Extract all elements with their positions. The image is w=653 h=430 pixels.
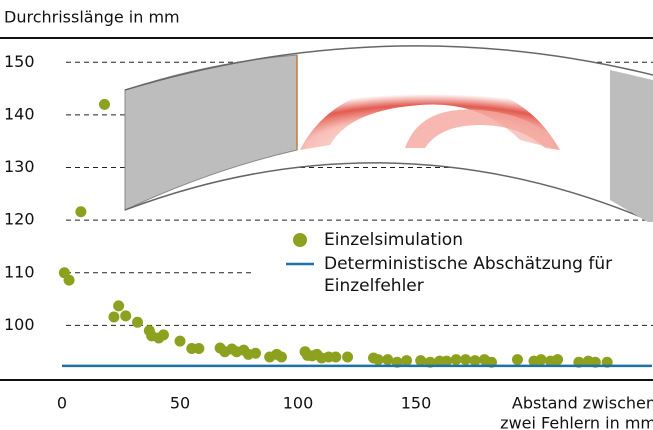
point bbox=[460, 354, 472, 366]
y-axis-title: Durchrisslänge in mm bbox=[4, 8, 180, 27]
point bbox=[535, 354, 547, 366]
point bbox=[372, 354, 384, 366]
x-tick-label: 150 bbox=[401, 394, 432, 413]
point bbox=[108, 311, 120, 323]
point bbox=[441, 355, 453, 367]
point bbox=[250, 347, 262, 359]
point bbox=[401, 355, 413, 367]
point bbox=[63, 274, 75, 286]
point bbox=[98, 98, 110, 110]
y-tick-label: 120 bbox=[4, 210, 35, 229]
y-tick-label: 110 bbox=[4, 262, 35, 281]
point bbox=[174, 335, 186, 347]
x-tick-label: 0 bbox=[57, 394, 67, 413]
point bbox=[75, 206, 87, 218]
x-tick-label: 100 bbox=[283, 394, 314, 413]
legend-label: Einzelsimulation bbox=[324, 230, 463, 250]
y-tick-label: 100 bbox=[4, 315, 35, 334]
x-tick-label: 50 bbox=[170, 394, 190, 413]
x-axis-title: Abstand zwischen bbox=[512, 394, 653, 413]
y-tick-label: 130 bbox=[4, 157, 35, 176]
point bbox=[132, 316, 144, 328]
legend-marker bbox=[293, 233, 307, 247]
y-tick-label: 150 bbox=[4, 52, 35, 71]
point bbox=[275, 351, 287, 363]
point bbox=[450, 354, 462, 366]
x-axis-title: zwei Fehlern in mm bbox=[500, 414, 653, 430]
point bbox=[511, 354, 523, 366]
point bbox=[120, 310, 132, 322]
point bbox=[157, 329, 169, 341]
point bbox=[415, 355, 427, 367]
point bbox=[330, 351, 342, 363]
point bbox=[382, 354, 394, 366]
point bbox=[342, 351, 354, 363]
point bbox=[113, 300, 125, 312]
y-tick-label: 140 bbox=[4, 104, 35, 123]
simulation-image bbox=[124, 45, 653, 307]
point bbox=[193, 343, 205, 355]
legend-label: Deterministische Abschätzung für Einzelf… bbox=[324, 254, 613, 296]
point bbox=[552, 354, 564, 366]
point bbox=[469, 355, 481, 367]
